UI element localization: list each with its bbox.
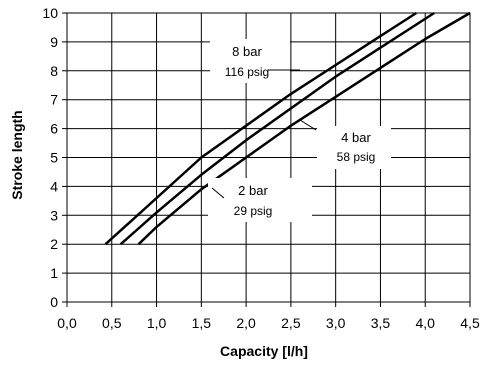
annotation-leader-line	[299, 119, 317, 131]
x-tick-label: 0,0	[57, 315, 77, 331]
annotation-2-bar: 2 bar 29 psig	[208, 178, 312, 222]
x-tick-label: 4,5	[460, 315, 480, 331]
annotation-background	[210, 39, 290, 83]
annotation-pressure-bar: 2 bar	[238, 183, 268, 198]
annotation-background	[317, 126, 391, 169]
series-line-8-bar	[104, 11, 417, 246]
y-tick-label: 10	[42, 5, 58, 21]
y-tick-label: 4	[50, 178, 58, 194]
annotations: 8 bar 116 psig 4 bar 58 psig 2 bar 29 psig	[208, 39, 391, 222]
y-tick-label: 8	[50, 63, 58, 79]
series-layer	[104, 11, 471, 246]
series-line-4-bar	[119, 11, 435, 246]
annotation-pressure-bar: 4 bar	[341, 130, 371, 145]
annotation-4-bar: 4 bar 58 psig	[299, 119, 391, 169]
x-tick-label: 2,0	[236, 315, 256, 331]
x-tick-label: 0,5	[102, 315, 122, 331]
annotation-pressure-psig: 29 psig	[234, 204, 273, 218]
x-tick-label: 1,5	[192, 315, 212, 331]
x-tick-label: 4,0	[415, 315, 435, 331]
annotation-pressure-psig: 58 psig	[337, 150, 376, 164]
annotation-background	[208, 178, 312, 222]
y-tick-labels: 0 1 2 3 4 5 6 7 8 9 10	[42, 5, 58, 310]
x-tick-label: 3,5	[371, 315, 391, 331]
x-tick-labels: 0,0 0,5 1,0 1,5 2,0 2,5 3,0 3,5 4,0 4,5	[57, 315, 480, 331]
annotation-8-bar: 8 bar 116 psig	[210, 39, 300, 83]
y-tick-label: 1	[50, 265, 58, 281]
y-tick-label: 3	[50, 207, 58, 223]
y-tick-label: 6	[50, 121, 58, 137]
plot-frame	[62, 12, 471, 307]
y-tick-label: 9	[50, 34, 58, 50]
y-tick-label: 0	[50, 294, 58, 310]
y-tick-label: 7	[50, 92, 58, 108]
x-tick-label: 1,0	[147, 315, 167, 331]
annotation-pressure-bar: 8 bar	[232, 44, 262, 59]
annotation-leader-line	[211, 187, 225, 199]
series-line-2-bar	[137, 11, 471, 246]
y-tick-label: 5	[50, 150, 58, 166]
y-axis-title: Stroke length	[9, 110, 25, 199]
x-axis-title: Capacity [l/h]	[220, 343, 308, 359]
y-tick-label: 2	[50, 236, 58, 252]
annotation-pressure-psig: 116 psig	[225, 65, 269, 79]
x-tick-label: 2,5	[281, 315, 301, 331]
x-tick-label: 3,0	[326, 315, 346, 331]
